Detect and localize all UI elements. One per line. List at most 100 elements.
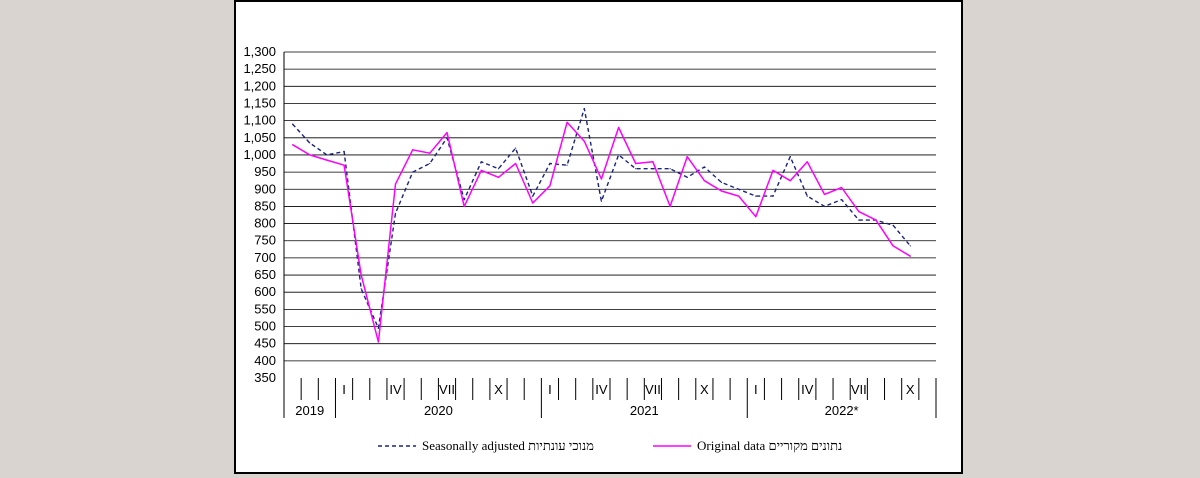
series-0-point	[583, 108, 585, 110]
x-month-label: IV	[389, 382, 402, 397]
series-0-point	[343, 150, 345, 153]
chart-frame: 350 400 450 500 550 600 650 700 750 800 850 900 950 1…	[234, 0, 963, 474]
grid-lines	[283, 51, 936, 378]
series-0-point	[755, 195, 757, 197]
legend-label-1: Original data נתונים מקוריים	[697, 438, 842, 453]
x-month-label: X	[700, 382, 709, 397]
series-0-point	[738, 188, 740, 190]
series-0-point	[566, 164, 568, 166]
y-tick-label: 1,300	[243, 44, 276, 59]
x-month-label: X	[906, 382, 915, 397]
y-tick-label: 500	[254, 319, 276, 334]
series-0-point	[377, 327, 379, 329]
series-0-point	[497, 168, 500, 170]
x-month-label: I	[342, 382, 346, 397]
series-0-point	[703, 166, 705, 168]
series-0-point	[292, 123, 294, 125]
series-1-point	[806, 161, 808, 163]
y-tick-label: 700	[254, 250, 276, 265]
y-axis-ticks: 350 400 450 500 550 600 650 700 750 800 850 900 950 1…	[243, 44, 276, 385]
series-0-point	[720, 181, 723, 183]
series-1-point	[686, 156, 688, 158]
series-0-point	[841, 199, 843, 201]
series-0-point	[326, 154, 328, 156]
series-0-point	[858, 219, 860, 221]
series-1-point	[772, 169, 774, 171]
series-0-point	[652, 168, 654, 170]
legend: Seasonally adjusted מנוכי עונתיות Origina…	[378, 438, 842, 453]
line-chart: 350 400 450 500 550 600 650 700 750 800 850 900 950 1…	[243, 44, 937, 453]
series-0-point	[909, 245, 911, 247]
series-0-point	[446, 137, 448, 139]
y-tick-label: 350	[254, 370, 276, 385]
x-month-label: VII	[439, 382, 455, 397]
y-tick-label: 950	[254, 164, 276, 179]
y-tick-label: 1,100	[243, 113, 276, 128]
x-axis: I IV VII X I IV VII X I IV VII X 2019 2020 2021 2022*	[283, 378, 937, 418]
y-tick-label: 850	[254, 198, 276, 213]
series-1-point	[412, 149, 414, 151]
y-tick-label: 550	[254, 301, 276, 316]
series-0-point	[635, 168, 637, 170]
series-1-point	[360, 274, 362, 276]
y-tick-label: 600	[254, 284, 276, 299]
series-1-point	[480, 169, 482, 171]
series-1-point	[669, 205, 671, 207]
y-tick-label: 750	[254, 233, 276, 248]
y-tick-label: 1,250	[243, 61, 276, 76]
series-0-point	[360, 288, 362, 290]
series-1-point	[635, 162, 637, 165]
series-1-point	[549, 185, 551, 187]
series-1-point	[429, 152, 431, 154]
series-1-point	[463, 205, 465, 207]
x-month-label: I	[548, 382, 552, 397]
y-tick-label: 1,050	[243, 130, 276, 145]
series-1-point	[377, 341, 379, 343]
y-tick-label: 1,000	[243, 147, 276, 162]
series-line-0	[292, 107, 911, 329]
series-0-point	[515, 147, 517, 149]
series-1-point	[875, 219, 877, 221]
x-year-label: 2021	[630, 403, 659, 418]
series-0-point	[686, 176, 688, 178]
series-0-point	[549, 162, 551, 165]
series-0-point	[532, 195, 534, 197]
series-1-point	[823, 193, 826, 195]
series-1-point	[789, 180, 791, 182]
series-1-point	[600, 178, 602, 180]
series-1-point	[618, 126, 620, 129]
series-0-point	[669, 168, 671, 170]
series-1-point	[497, 176, 500, 178]
series-0-point	[600, 200, 602, 202]
series-0-point	[772, 195, 774, 197]
x-year-label: 2022*	[825, 403, 859, 418]
y-tick-label: 450	[254, 336, 276, 351]
series-0-point	[892, 224, 894, 226]
series-0-point	[789, 156, 791, 158]
series-0-point	[823, 205, 826, 207]
series-1-point	[703, 180, 705, 182]
series-1-point	[892, 245, 894, 247]
series-0-point	[806, 195, 808, 197]
x-month-label: VII	[851, 382, 867, 397]
y-tick-label: 1,150	[243, 95, 276, 110]
x-month-label: I	[754, 382, 758, 397]
series-1-point	[515, 162, 517, 165]
x-year-label: 2019	[295, 403, 324, 418]
series-0-point	[618, 154, 620, 156]
series-1-point	[343, 164, 345, 166]
series-1-point	[394, 183, 397, 185]
series-1-point	[566, 121, 568, 123]
x-month-label: IV	[801, 382, 814, 397]
x-month-label: IV	[595, 382, 608, 397]
series-0-point	[463, 199, 465, 201]
series-0-point	[394, 212, 397, 214]
series-0-point	[412, 171, 414, 173]
series-0-point	[429, 162, 431, 165]
x-year-label: 2020	[424, 403, 453, 418]
series-0-point	[309, 142, 311, 144]
series-1-point	[652, 161, 654, 163]
y-tick-label: 900	[254, 181, 276, 196]
series-1-point	[720, 190, 723, 192]
legend-label-0: Seasonally adjusted מנוכי עונתיות	[422, 438, 594, 453]
